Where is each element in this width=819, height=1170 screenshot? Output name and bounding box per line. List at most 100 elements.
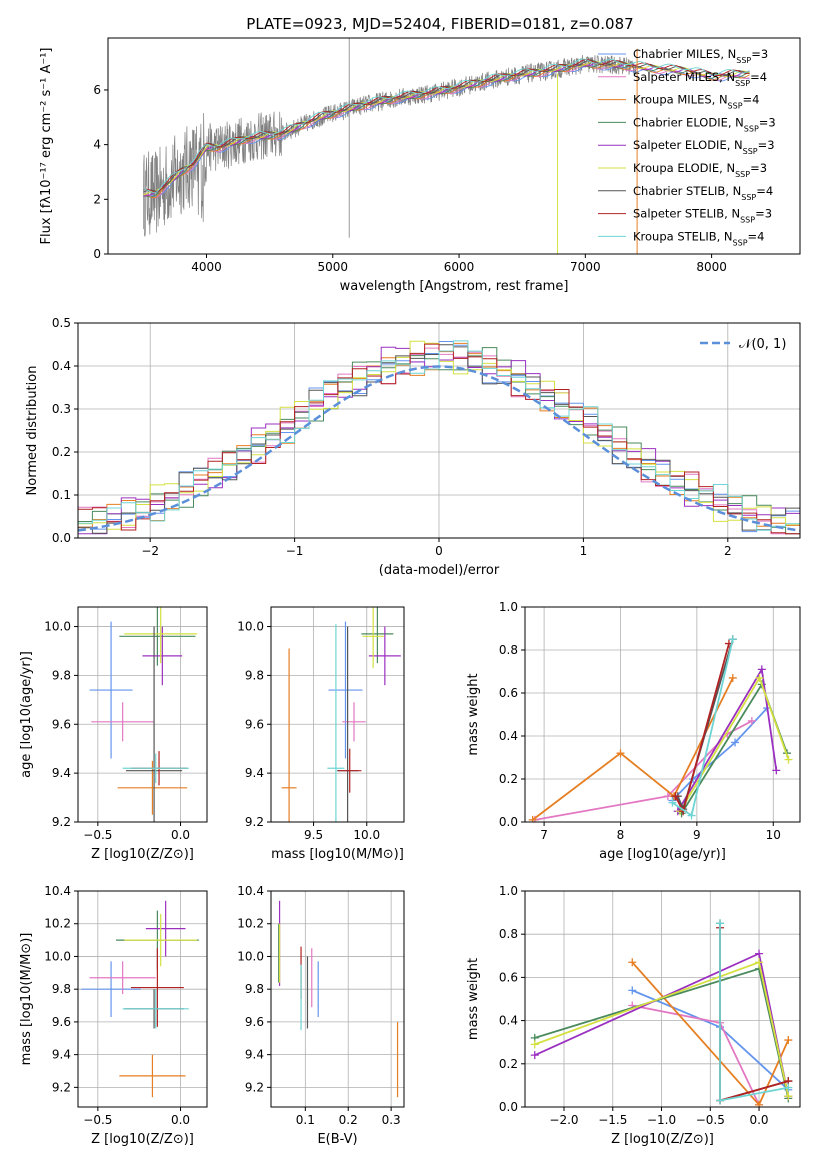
legend-subscript: SSP — [735, 170, 750, 179]
plot-area — [528, 635, 793, 822]
y-tick-label: 0.2 — [52, 445, 71, 459]
axes-frame: −2 −1 0 1 2 0.0 0.1 0.2 0.3 0.4 0.5 (data-model)/er… — [25, 316, 801, 578]
y-tick-label: 10.0 — [237, 620, 264, 634]
x-tick-label: 5000 — [318, 260, 349, 274]
x-tick-label: 0.0 — [171, 1113, 190, 1127]
y-tick-label: 0.4 — [499, 1014, 518, 1028]
y-tick-label: 10.0 — [44, 620, 71, 634]
x-tick-label: 4000 — [191, 260, 222, 274]
y-tick-label: 9.4 — [245, 1048, 264, 1062]
axes-border — [270, 890, 405, 1108]
x-tick-label: 9 — [693, 828, 701, 842]
y-tick-label: 0.4 — [499, 729, 518, 743]
x-axis-label: wavelength [Angstrom, rest frame] — [340, 279, 569, 294]
y-tick-label: 10.2 — [237, 917, 264, 931]
y-tick-label: 0.2 — [499, 772, 518, 786]
x-axis-label: mass [log10(M/M⊙)] — [271, 847, 404, 862]
x-tick-label: −1 — [286, 544, 304, 558]
series-marker — [755, 958, 764, 967]
series-marker — [728, 635, 737, 644]
plot-area — [143, 38, 750, 254]
legend-value: =4 — [748, 229, 765, 243]
legend-value: =3 — [755, 207, 772, 221]
series-line — [719, 923, 789, 1102]
errorbar-point — [119, 607, 196, 666]
series-line — [534, 720, 753, 821]
series-marker — [731, 738, 740, 747]
series-line — [719, 923, 789, 1102]
x-tick-label: 10.0 — [353, 828, 380, 842]
y-tick-label: 9.6 — [52, 1015, 71, 1029]
axes-border — [77, 606, 208, 823]
series-marker — [616, 749, 625, 758]
errorbar-point — [342, 702, 366, 742]
x-axis-label: (data-model)/error — [379, 563, 500, 578]
plot-area — [81, 900, 199, 1098]
y-tick-label: 9.2 — [52, 815, 71, 829]
series-line — [719, 927, 789, 1102]
axes-border — [524, 890, 801, 1108]
y-tick-label: 0.6 — [499, 686, 518, 700]
x-tick-label: −0.5 — [696, 1113, 725, 1127]
series-marker — [747, 716, 756, 725]
y-tick-label: 0.0 — [499, 1100, 518, 1114]
legend-value: =3 — [751, 47, 768, 61]
plot-area — [89, 607, 198, 822]
panel-mass-weight-vs-age: 7 8 9 10 0.0 0.2 0.4 0.6 0.8 1.0 age [log10(age/yr… — [466, 600, 801, 862]
y-tick-label: 0.0 — [499, 815, 518, 829]
y-tick-label: 0.6 — [499, 970, 518, 984]
series-marker — [628, 958, 637, 967]
x-tick-label: 7000 — [570, 260, 601, 274]
legend-entry: Salpeter ELODIE, NSSP=3 — [633, 138, 775, 156]
legend-entry: Kroupa MILES, NSSP=4 — [633, 93, 759, 111]
x-axis-label: Z [log10(Z/Z⊙)] — [611, 1132, 714, 1147]
errorbar-point — [327, 624, 345, 822]
axes-border — [524, 606, 801, 823]
y-tick-label: 9.8 — [52, 982, 71, 996]
y-tick-label: 10.0 — [237, 949, 264, 963]
x-tick-label: −1.5 — [598, 1113, 627, 1127]
x-tick-label: 6000 — [444, 260, 475, 274]
legend-value: =3 — [758, 138, 775, 152]
series-marker — [628, 986, 637, 995]
legend: 𝒩(0, 1) — [700, 337, 786, 352]
model-spectrum-line — [143, 64, 750, 198]
x-tick-label: −0.5 — [83, 1113, 112, 1127]
panel-residual-histogram: −2 −1 0 1 2 0.0 0.1 0.2 0.3 0.4 0.5 (data-model)/er… — [25, 316, 801, 578]
y-tick-label: 0.1 — [52, 488, 71, 502]
errorbar-point — [281, 648, 297, 822]
series-marker — [784, 1092, 793, 1101]
panel-age-vs-Z: −0.5 0.0 9.2 9.4 9.6 9.8 10.0 Z [log10(Z/Z⊙)] ag… — [19, 606, 208, 862]
series-marker — [728, 673, 737, 682]
series-marker — [755, 949, 764, 958]
figure-title: PLATE=0923, MJD=52404, FIBERID=0181, z=0… — [246, 15, 633, 33]
legend-value: =4 — [750, 70, 767, 84]
histogram-step — [78, 340, 800, 531]
y-axis-label: Normed distribution — [25, 366, 40, 496]
errorbar-point — [117, 760, 188, 815]
series-marker — [755, 673, 764, 682]
x-tick-label: −2 — [141, 544, 159, 558]
y-axis-label: age [log10(age/yr)] — [19, 651, 34, 778]
y-tick-label: 0.8 — [499, 927, 518, 941]
errorbar-point — [122, 753, 189, 783]
legend-subscript: SSP — [740, 215, 755, 224]
series-marker — [528, 815, 537, 822]
series-marker — [530, 1051, 539, 1060]
series-line — [532, 677, 734, 821]
panel-spectrum: 4000 5000 6000 7000 8000 0 2 4 6 wavelength [Angs… — [39, 37, 801, 294]
y-tick-label: 9.4 — [52, 766, 71, 780]
x-axis-label: E(B-V) — [317, 1132, 357, 1147]
y-tick-label: 1.0 — [499, 600, 518, 614]
errorbar-point — [362, 607, 384, 669]
x-tick-label: 2 — [724, 544, 732, 558]
y-tick-label: 9.6 — [52, 717, 71, 731]
y-tick-label: 0.0 — [52, 531, 71, 545]
y-axis-label: mass [log10(M/M⊙)] — [19, 933, 34, 1066]
series-line — [671, 707, 768, 802]
errorbar-point — [130, 948, 184, 1027]
model-spectrum-line — [143, 63, 750, 199]
series-line — [676, 639, 734, 812]
model-spectrum-line — [143, 58, 750, 194]
x-tick-label: 0.0 — [749, 1113, 768, 1127]
